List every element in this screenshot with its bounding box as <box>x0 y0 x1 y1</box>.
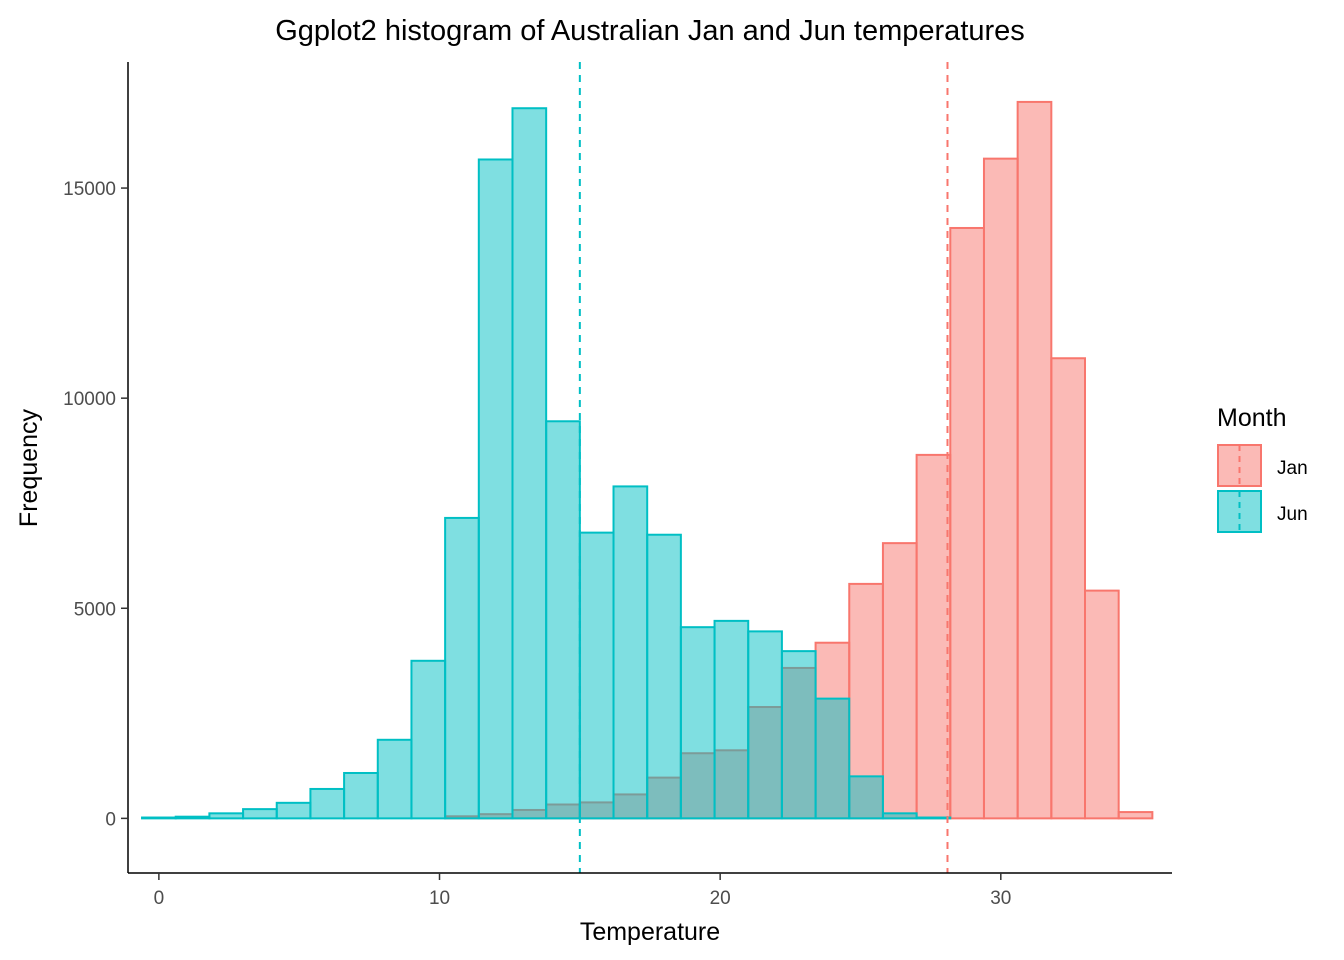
bar-jan-24 <box>949 226 985 820</box>
bar-jan-26 <box>1016 100 1053 820</box>
bar-jun-12 <box>545 420 581 820</box>
bar-jun-22 <box>881 812 918 820</box>
y-tick-label-15000: 15000 <box>63 179 116 200</box>
bar-jun-13 <box>578 531 615 820</box>
bar-jun-4 <box>275 801 312 820</box>
bar-jun-2 <box>208 812 245 820</box>
y-tick-label-5000: 5000 <box>74 599 116 620</box>
bar-jun-23 <box>915 816 952 820</box>
x-tick-label-30: 30 <box>990 888 1011 909</box>
x-axis-ticks: 0 10 20 30 <box>154 873 1011 909</box>
legend-label-jun: Jun <box>1277 504 1308 525</box>
y-tick-label-0: 0 <box>105 809 116 830</box>
mean-lines-layer <box>578 62 949 873</box>
bar-jun-11 <box>511 107 548 820</box>
bar-jun-16 <box>679 626 716 820</box>
bar-jun-1 <box>174 815 211 820</box>
bar-jun-10 <box>477 158 514 820</box>
y-tick-label-10000: 10000 <box>63 389 116 410</box>
x-tick-label-10: 10 <box>429 888 450 909</box>
legend-item-jan: Jan <box>1217 444 1308 487</box>
bar-jun-18 <box>747 630 783 820</box>
bar-jan-23 <box>915 453 952 820</box>
bar-jun-6 <box>343 771 379 820</box>
bar-jun-9 <box>444 516 480 820</box>
bar-jan-27 <box>1050 357 1087 820</box>
legend-title: Month <box>1217 404 1286 432</box>
legend-key-jan <box>1217 444 1262 487</box>
bar-jan-25 <box>982 157 1019 820</box>
bar-jun-19 <box>780 650 817 820</box>
y-axis-title: Frequency <box>15 408 43 527</box>
x-tick-label-20: 20 <box>710 888 731 909</box>
bars-layer <box>141 100 1154 820</box>
bar-jun-3 <box>242 808 278 820</box>
x-tick-label-0: 0 <box>154 888 165 909</box>
bar-jun-7 <box>376 738 413 820</box>
bar-jun-20 <box>814 697 851 820</box>
y-axis-ticks: 0 5000 10000 15000 <box>63 179 128 830</box>
legend-label-jan: Jan <box>1277 458 1308 479</box>
chart-title: Ggplot2 histogram of Australian Jan and … <box>275 15 1025 47</box>
plot-area <box>141 62 1154 873</box>
bar-jun-17 <box>713 619 750 820</box>
legend: Month Jan Jun <box>1217 404 1308 533</box>
bar-jun-21 <box>848 775 884 820</box>
x-axis-title: Temperature <box>580 918 720 946</box>
bar-jan-29 <box>1117 811 1154 820</box>
legend-item-jun: Jun <box>1217 490 1308 533</box>
bar-jun-14 <box>612 485 649 820</box>
bar-jun-0 <box>141 816 177 820</box>
bar-jun-5 <box>309 787 346 820</box>
bar-jun-15 <box>646 533 682 820</box>
bar-jan-22 <box>881 542 918 820</box>
bar-jun-8 <box>410 659 447 820</box>
bar-jan-28 <box>1084 589 1120 820</box>
